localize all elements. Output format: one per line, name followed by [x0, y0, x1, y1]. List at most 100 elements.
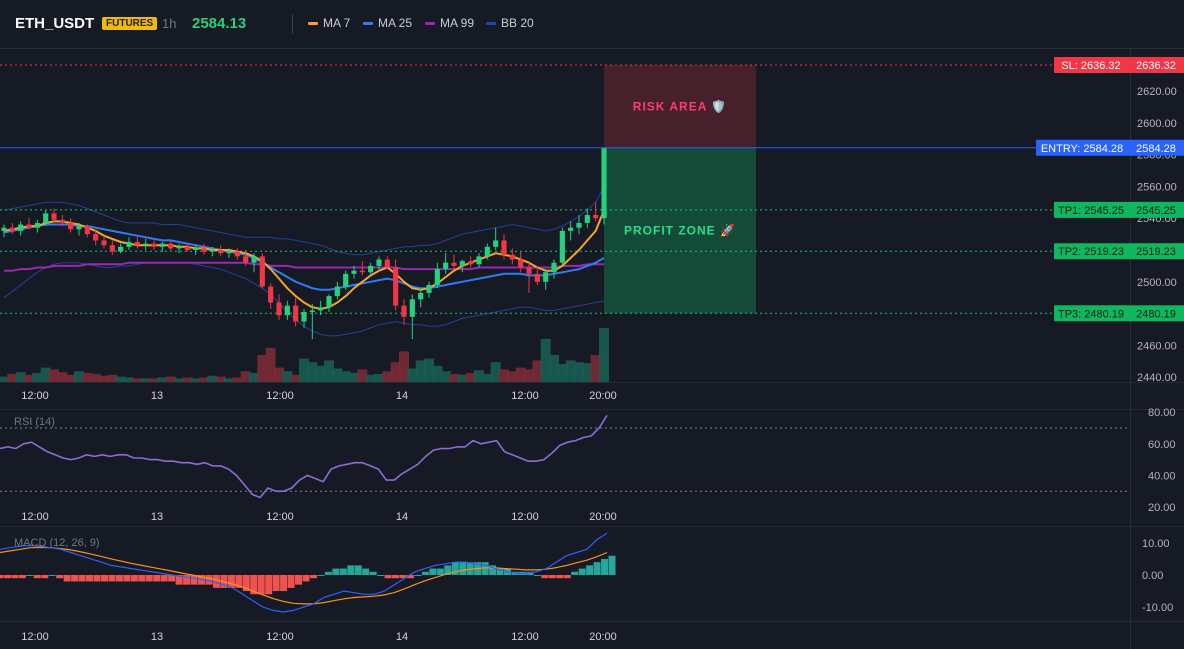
macd-histogram-bar: [145, 575, 153, 582]
volume-bar: [540, 338, 551, 382]
macd-histogram-bar: [41, 575, 49, 579]
time-tick-label: 14: [396, 631, 408, 643]
bb-upper-line: [3, 186, 605, 256]
macd-histogram-bar: [138, 575, 146, 582]
volume-bar: [532, 360, 543, 382]
last-price: 2584.13: [192, 15, 247, 32]
volume-bar: [265, 347, 276, 382]
legend-ma7-label: MA 7: [323, 16, 351, 30]
macd-histogram-bar: [332, 568, 340, 575]
volume-bar: [332, 368, 343, 382]
time-tick-label: 14: [396, 511, 408, 523]
volume-bar: [299, 358, 309, 382]
interval-selector[interactable]: 1h: [162, 16, 177, 31]
volume-bar: [249, 373, 259, 382]
volume-bar: [0, 376, 9, 382]
time-tick-label: 12:00: [21, 631, 49, 643]
volume-bar: [24, 374, 34, 382]
volume-bar: [440, 371, 451, 382]
price-tick-label: 2600.00: [1137, 118, 1177, 130]
candle-body: [551, 262, 557, 273]
volume-bar: [507, 371, 518, 382]
macd-histogram-bar: [71, 575, 79, 582]
candle-body: [218, 249, 224, 254]
volume-bar: [432, 365, 443, 382]
legend-bb20[interactable]: BB 20: [486, 16, 534, 30]
time-tick-label: 13: [151, 511, 163, 523]
volume-bar: [32, 373, 43, 382]
volume-bar: [240, 371, 251, 382]
volume-bar: [382, 371, 393, 382]
price-tick-label: 2560.00: [1137, 181, 1177, 193]
candle-body: [443, 262, 449, 270]
candle-body: [576, 222, 582, 228]
volume-bar: [590, 355, 601, 382]
volume-bar: [107, 374, 118, 382]
volume-bar: [599, 328, 609, 382]
legend-ma99[interactable]: MA 99: [425, 16, 474, 30]
rsi-tick-label: 80.00: [1148, 407, 1176, 419]
price-tick-label: 2440.00: [1137, 372, 1177, 384]
price-tag-label: 2636.32: [1136, 60, 1176, 72]
macd-histogram-bar: [369, 571, 377, 575]
volume-bar: [465, 373, 476, 382]
candle-body: [18, 224, 24, 231]
candle-body: [234, 251, 240, 257]
candle-body: [226, 251, 232, 254]
candle-body: [393, 267, 399, 306]
macd-tick-label: 10.00: [1142, 538, 1170, 550]
level-tag-bg: [1054, 305, 1128, 322]
price-tag-label: 2584.28: [1136, 143, 1176, 155]
volume-bar: [257, 355, 268, 382]
profit-zone: [604, 147, 756, 314]
header-border: [0, 48, 1184, 49]
candle-body: [84, 226, 90, 235]
candle-body: [534, 273, 540, 282]
candle-body: [526, 267, 532, 274]
volume-bar: [482, 373, 493, 382]
volume-bar: [90, 373, 101, 382]
candle-body: [493, 240, 499, 247]
time-tick-label: 13: [151, 390, 163, 402]
volume-bar: [215, 376, 226, 382]
candle-body: [201, 248, 207, 252]
legend-ma99-swatch: [425, 21, 435, 25]
candle-body: [176, 246, 182, 249]
macd-histogram-bar: [384, 575, 392, 579]
symbol-name[interactable]: ETH_USDT: [15, 15, 95, 32]
legend-ma7[interactable]: MA 7: [308, 16, 350, 30]
volume-bar: [340, 371, 351, 382]
volume-bar: [315, 365, 326, 382]
candle-body: [376, 259, 382, 266]
candle-body: [268, 286, 274, 303]
macd-histogram-bar: [0, 575, 4, 579]
legend-ma25[interactable]: MA 25: [363, 16, 412, 30]
macd-histogram-bar: [168, 575, 176, 582]
candle-body: [593, 215, 599, 219]
candle-body: [426, 284, 432, 293]
price-tag-label: 2519.23: [1136, 246, 1176, 258]
macd-histogram-bar: [459, 562, 467, 575]
time-tick-label: 12:00: [266, 390, 294, 402]
legend-ma7-swatch: [308, 21, 318, 25]
ma99-line: [4, 261, 604, 272]
ma25-line: [3, 223, 605, 291]
macd-histogram-bar: [406, 575, 414, 579]
macd-histogram-bar: [212, 575, 220, 588]
candle-body: [134, 242, 140, 246]
macd-histogram-bar: [451, 562, 459, 575]
volume-bar: [365, 374, 376, 382]
macd-histogram-bar: [280, 575, 288, 592]
volume-bar: [557, 364, 568, 382]
candle-body: [118, 246, 124, 252]
volume-bar: [474, 370, 484, 382]
volume-bar: [149, 378, 159, 382]
candle-body: [451, 262, 457, 266]
volume-bar: [515, 367, 526, 382]
macd-histogram-bar: [578, 568, 586, 575]
macd-signal-line: [0, 546, 608, 605]
futures-badge: FUTURES: [102, 17, 158, 30]
rsi-line: [0, 414, 608, 499]
volume-bar: [407, 368, 418, 382]
